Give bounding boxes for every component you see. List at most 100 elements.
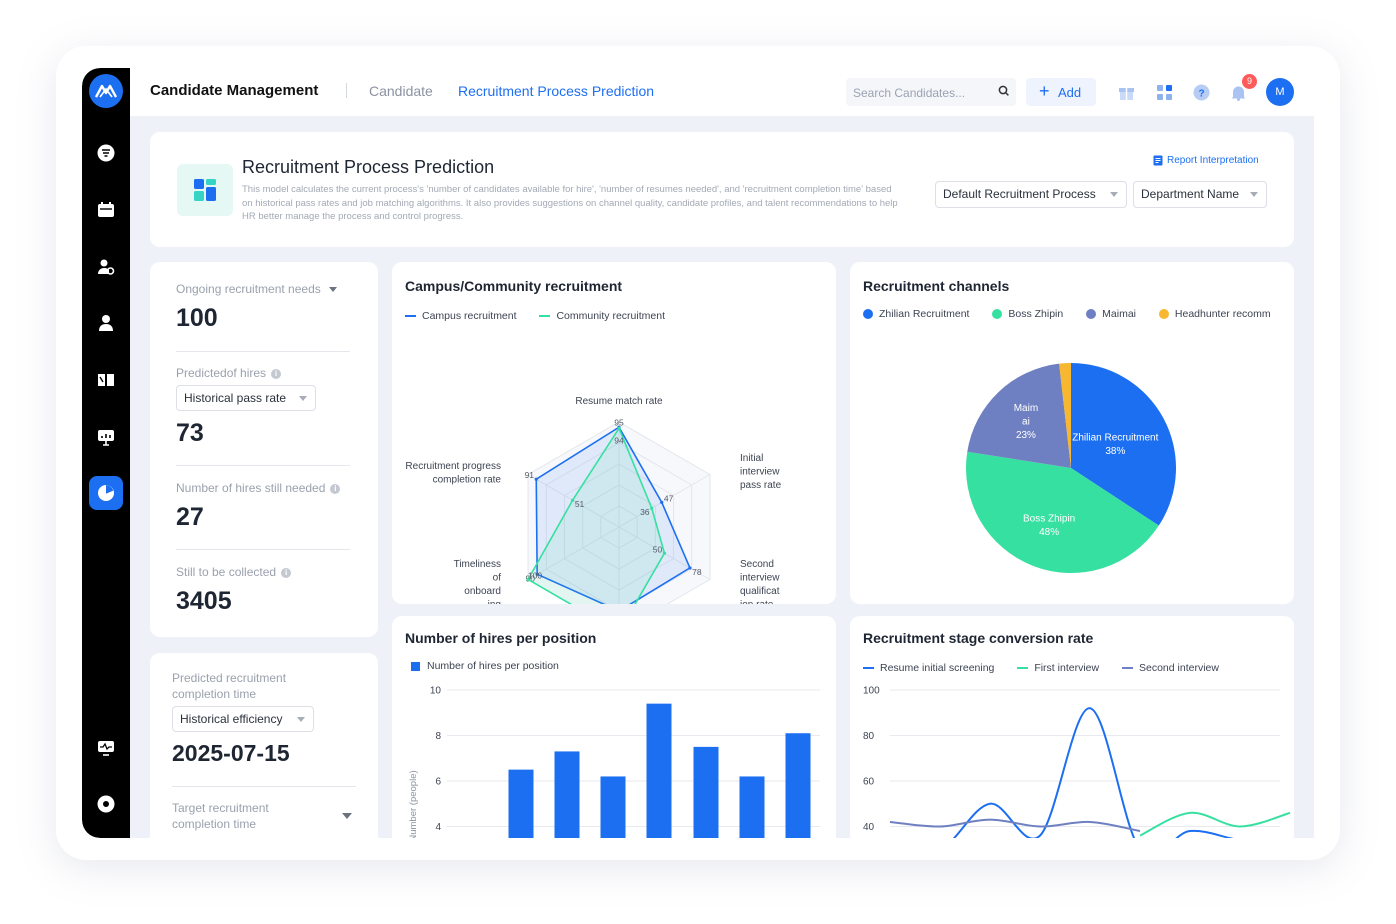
legend-item[interactable]: First interview (1017, 662, 1099, 674)
line-card: Recruitment stage conversion rate Resume… (850, 616, 1294, 838)
bar (554, 751, 580, 838)
disc-icon[interactable] (89, 787, 123, 821)
info-icon[interactable]: i (330, 484, 341, 494)
bell-icon[interactable] (1228, 82, 1248, 102)
pie-slice-label: Boss Zhipin 48% (1023, 513, 1075, 538)
tab-recruitment-process-prediction[interactable]: Recruitment Process Prediction (458, 83, 655, 99)
radar-legend: Campus recruitment Community recruitment (405, 308, 685, 322)
radar-card: Campus/Community recruitment Campus recr… (392, 262, 836, 604)
predicted-hires-value: 73 (176, 419, 204, 447)
legend-item[interactable]: Number of hires per position (411, 660, 559, 672)
legend-item[interactable]: Zhilian Recruitment (863, 308, 969, 320)
legend-item[interactable]: Resume initial screening (863, 662, 994, 674)
tab-candidate[interactable]: Candidate (369, 83, 433, 99)
ongoing-needs-filter[interactable]: Ongoing recruitment needs (176, 282, 338, 296)
radar-data-label: 100 (528, 571, 542, 581)
presentation-icon[interactable] (89, 420, 123, 454)
legend-item[interactable]: Headhunter recomm (1158, 308, 1271, 320)
search-input[interactable]: Search Candidates... (846, 78, 1016, 106)
legend-item[interactable]: Campus recruitment (405, 310, 517, 322)
filter-icon[interactable] (89, 136, 123, 170)
pass-rate-select[interactable]: Historical pass rate (176, 385, 316, 411)
line-y-tick: 80 (863, 731, 875, 742)
still-needed-title: Number of hires still needed i (176, 481, 341, 495)
info-icon[interactable]: i (281, 568, 292, 578)
dashboard-icon (177, 164, 233, 216)
line-series-0 (952, 707, 1234, 838)
radar-axis-label: Timeliness of onboard ing (454, 559, 502, 604)
divider (176, 465, 350, 466)
user-settings-icon[interactable] (89, 250, 123, 284)
stats-card: Ongoing recruitment needs 100 Predictedo… (150, 262, 378, 637)
line-y-tick: 100 (863, 686, 880, 697)
efficiency-select-value: Historical efficiency (180, 712, 283, 726)
app-logo[interactable] (89, 74, 123, 108)
to-collect-value: 3405 (176, 587, 232, 615)
info-icon[interactable]: i (271, 369, 282, 379)
radar-point (534, 477, 538, 481)
legend-swatch (1158, 309, 1169, 319)
still-needed-value: 27 (176, 503, 204, 531)
divider (176, 351, 350, 352)
legend-swatch (863, 667, 874, 669)
pie-slice (1071, 363, 1176, 526)
efficiency-select[interactable]: Historical efficiency (172, 706, 314, 732)
pie-chart: Zhilian Recruitment 38% Boss Zhipin 48% Maim… (966, 363, 1176, 573)
legend-label: Resume initial screening (880, 662, 995, 674)
legend-item[interactable]: Boss Zhipin (992, 308, 1063, 320)
legend-label: Number of hires per position (427, 660, 559, 672)
report-interpretation-link[interactable]: Report Interpretation (1153, 155, 1259, 166)
pie-slice-label-line: ai (1022, 417, 1030, 428)
pie-chart-icon[interactable] (89, 476, 123, 510)
help-icon[interactable]: ? (1191, 82, 1211, 102)
process-select-value: Default Recruitment Process (943, 187, 1096, 201)
radar-title: Campus/Community recruitment (405, 278, 623, 294)
legend-label: Headhunter recomm (1174, 308, 1271, 320)
search-placeholder: Search Candidates... (853, 86, 966, 100)
pie-slice-label: Maim ai 23% (1014, 403, 1038, 441)
notification-badge: 9 (1242, 74, 1257, 89)
bar-y-tick: 10 (430, 686, 442, 697)
banner-description: This model calculates the current proces… (242, 184, 898, 222)
book-icon[interactable] (89, 363, 123, 397)
legend-item[interactable]: Maimai (1086, 308, 1136, 320)
radar-axis-label-line: onboard (464, 586, 501, 597)
gift-icon[interactable] (1116, 82, 1136, 102)
chevron-down-icon[interactable] (342, 813, 352, 819)
target-completion-label: Target recruitment completion time (172, 801, 269, 831)
ongoing-needs-label: Ongoing recruitment needs (176, 282, 321, 296)
radar-data-label: 47 (664, 493, 674, 503)
bar-legend: Number of hires per position (411, 660, 579, 674)
to-collect-title: Still to be collected i (176, 565, 292, 579)
process-select[interactable]: Default Recruitment Process (935, 181, 1127, 208)
legend-label: Campus recruitment (422, 310, 517, 322)
radar-point (526, 577, 530, 582)
radar-point (617, 426, 621, 430)
top-bar: Candidate Management Candidate Recruitme… (130, 68, 1314, 116)
line-title: Recruitment stage conversion rate (863, 630, 1094, 646)
apps-icon[interactable] (1154, 82, 1174, 102)
legend-item[interactable]: Second interview (1122, 662, 1219, 674)
to-collect-label: Still to be collected (176, 565, 277, 579)
pie-slice-label-line: 48% (1039, 527, 1059, 538)
bar-y-tick: 4 (435, 822, 441, 833)
radar-axis-label-line: Timeliness (454, 559, 501, 570)
completion-card: Predicted recruitment completion time Hi… (150, 653, 378, 838)
add-button-label: Add (1058, 85, 1082, 100)
avatar[interactable]: M (1266, 78, 1294, 106)
completion-label: Predicted recruitment completion time (172, 671, 287, 701)
monitor-pulse-icon[interactable] (89, 731, 123, 765)
line-series-2 (889, 818, 1141, 833)
search-icon[interactable] (998, 85, 1010, 97)
svg-text:?: ? (1198, 88, 1204, 99)
person-icon[interactable] (89, 306, 123, 340)
add-button[interactable]: + Add (1026, 78, 1096, 106)
legend-swatch (992, 309, 1003, 319)
radar-axis-label-line: qualificat (740, 586, 780, 597)
legend-item[interactable]: Community recruitment (539, 310, 665, 322)
legend-swatch (1122, 667, 1133, 669)
department-select[interactable]: Department Name (1133, 181, 1267, 208)
legend-swatch (863, 309, 873, 319)
radar-axis-label-line: ing (488, 600, 501, 605)
calendar-icon[interactable] (89, 193, 123, 227)
